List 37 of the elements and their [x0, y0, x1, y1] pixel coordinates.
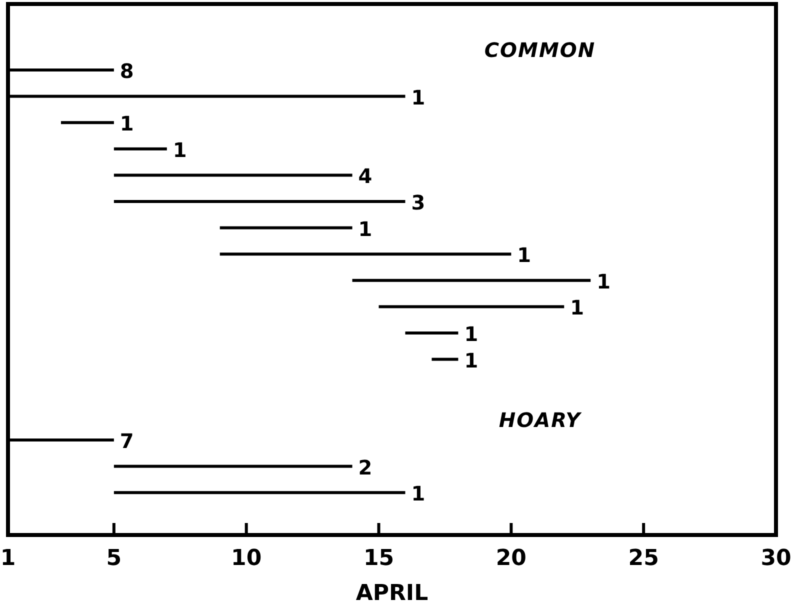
annotation: 1 [172, 138, 187, 162]
bar [114, 491, 406, 494]
annotation: 1 [570, 296, 584, 320]
annotation: 7 [120, 429, 134, 453]
annotation: 4 [358, 164, 372, 188]
bar [432, 358, 458, 361]
x-tick-label: 20 [496, 546, 526, 571]
annotation: 3 [411, 190, 426, 214]
x-tick-label: 30 [760, 546, 792, 571]
annotation: 8 [120, 59, 134, 83]
annotation: 1 [517, 243, 532, 268]
x-tick-label: 1 [0, 546, 16, 571]
bar [60, 121, 114, 124]
chart-title: HOARY [498, 408, 583, 432]
annotation: 1 [411, 482, 426, 506]
x-axis-title: APRIL [356, 581, 428, 606]
annotation: 1 [464, 322, 478, 346]
bar [114, 147, 167, 150]
annotation: 1 [411, 85, 426, 110]
annotation: 1 [358, 216, 372, 241]
x-tick-label: 15 [363, 546, 394, 571]
bar [378, 305, 564, 308]
x-tick-label: 5 [106, 546, 122, 571]
bar [405, 332, 458, 334]
bar [114, 200, 406, 203]
bar [114, 174, 352, 177]
chart-title: COMMON [484, 38, 596, 62]
bar [220, 252, 512, 256]
annotation: 1 [120, 112, 134, 136]
annotation: 1 [596, 269, 611, 294]
annotation: 2 [358, 455, 372, 480]
bar [220, 226, 352, 230]
annotation: 1 [464, 348, 478, 372]
x-tick-label: 25 [628, 546, 659, 571]
x-tick-label: 10 [231, 546, 262, 571]
bar [114, 464, 352, 468]
bar [352, 278, 591, 282]
